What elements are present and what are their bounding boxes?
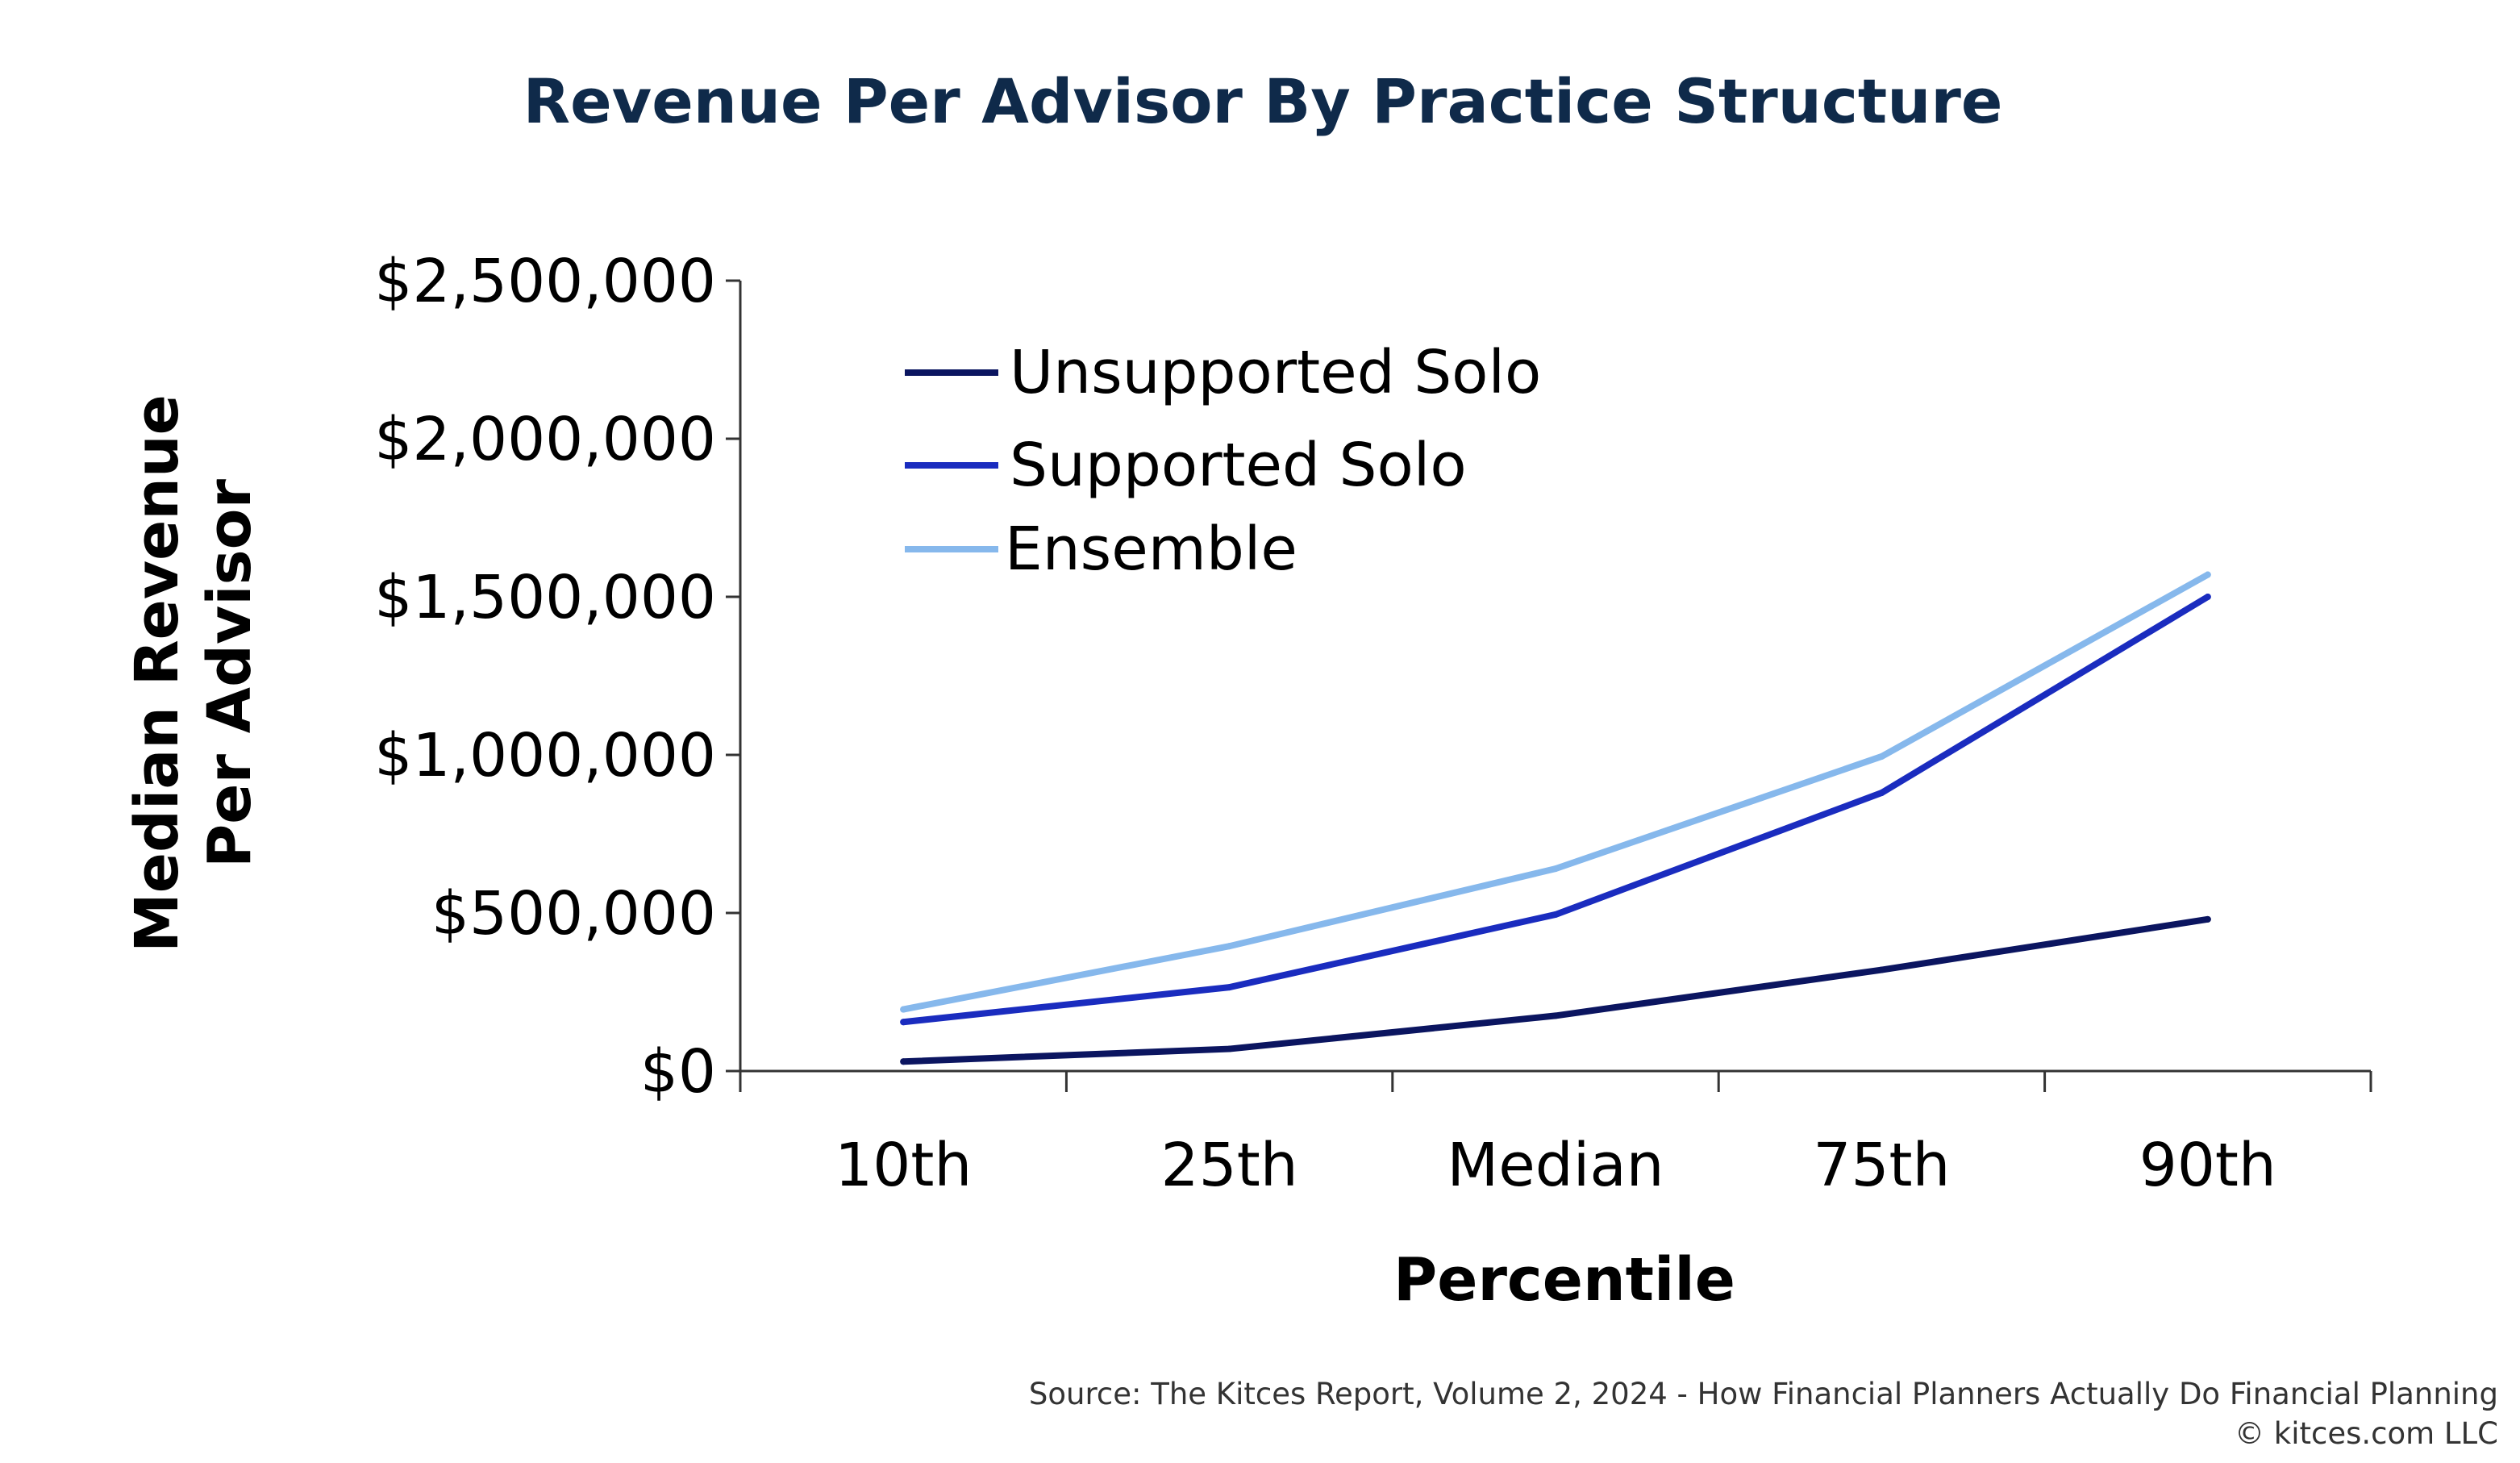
y-axis-title-line-2: Per Advisor (195, 479, 264, 868)
data-point (1878, 790, 1885, 797)
legend-label: Ensemble (1005, 515, 1297, 584)
x-tick-label: 10th (835, 1131, 972, 1200)
x-tick-label: 90th (2139, 1131, 2276, 1200)
y-tick-label: $2,500,000 (374, 247, 716, 316)
y-axis-title-line-1: Median Revenue (123, 394, 192, 952)
data-point (900, 1006, 907, 1013)
series-line-supported-solo (900, 594, 2211, 1026)
y-tick-label: $1,000,000 (374, 721, 716, 790)
legend-label: Unsupported Solo (1010, 338, 1541, 407)
data-point (1878, 966, 1885, 973)
series-line-ensemble (900, 571, 2211, 1013)
data-point (1226, 943, 1233, 950)
y-axis-title: Median Revenue Per Advisor (123, 394, 264, 952)
data-point (1552, 865, 1559, 873)
copyright-line: © kitces.com LLC (2235, 1416, 2498, 1451)
data-point (2204, 915, 2211, 923)
series-lines (900, 571, 2211, 1065)
y-tick-label: $1,500,000 (374, 563, 716, 632)
data-point (2204, 571, 2211, 578)
x-axis-title: Percentile (1393, 1245, 1735, 1315)
x-tick-label: 25th (1161, 1131, 1298, 1200)
x-tick-label: Median (1447, 1131, 1664, 1200)
x-ticks: 10th 25th Median 75th 90th (739, 1071, 2372, 1200)
chart-title: Revenue Per Advisor By Practice Structur… (523, 65, 2003, 137)
legend-label: Supported Solo (1010, 431, 1467, 500)
y-ticks: $0 $500,000 $1,000,000 $1,500,000 $2,000,000… (374, 247, 740, 1107)
data-point (1552, 1012, 1559, 1019)
data-point (2204, 594, 2211, 600)
data-point (1226, 1045, 1233, 1052)
source-line: Source: The Kitces Report, Volume 2, 202… (1029, 1377, 2498, 1411)
legend: Unsupported Solo Supported Solo Ensemble (905, 338, 1541, 584)
y-tick-label: $2,000,000 (374, 405, 716, 474)
y-tick-label: $500,000 (431, 879, 716, 948)
data-point (900, 1058, 907, 1065)
data-point (1878, 752, 1885, 760)
series-line-unsupported-solo (900, 915, 2211, 1065)
y-tick-label: $0 (640, 1037, 716, 1107)
data-point (1226, 984, 1233, 991)
data-point (1552, 911, 1559, 918)
x-tick-label: 75th (1813, 1131, 1950, 1200)
data-point (900, 1019, 907, 1026)
